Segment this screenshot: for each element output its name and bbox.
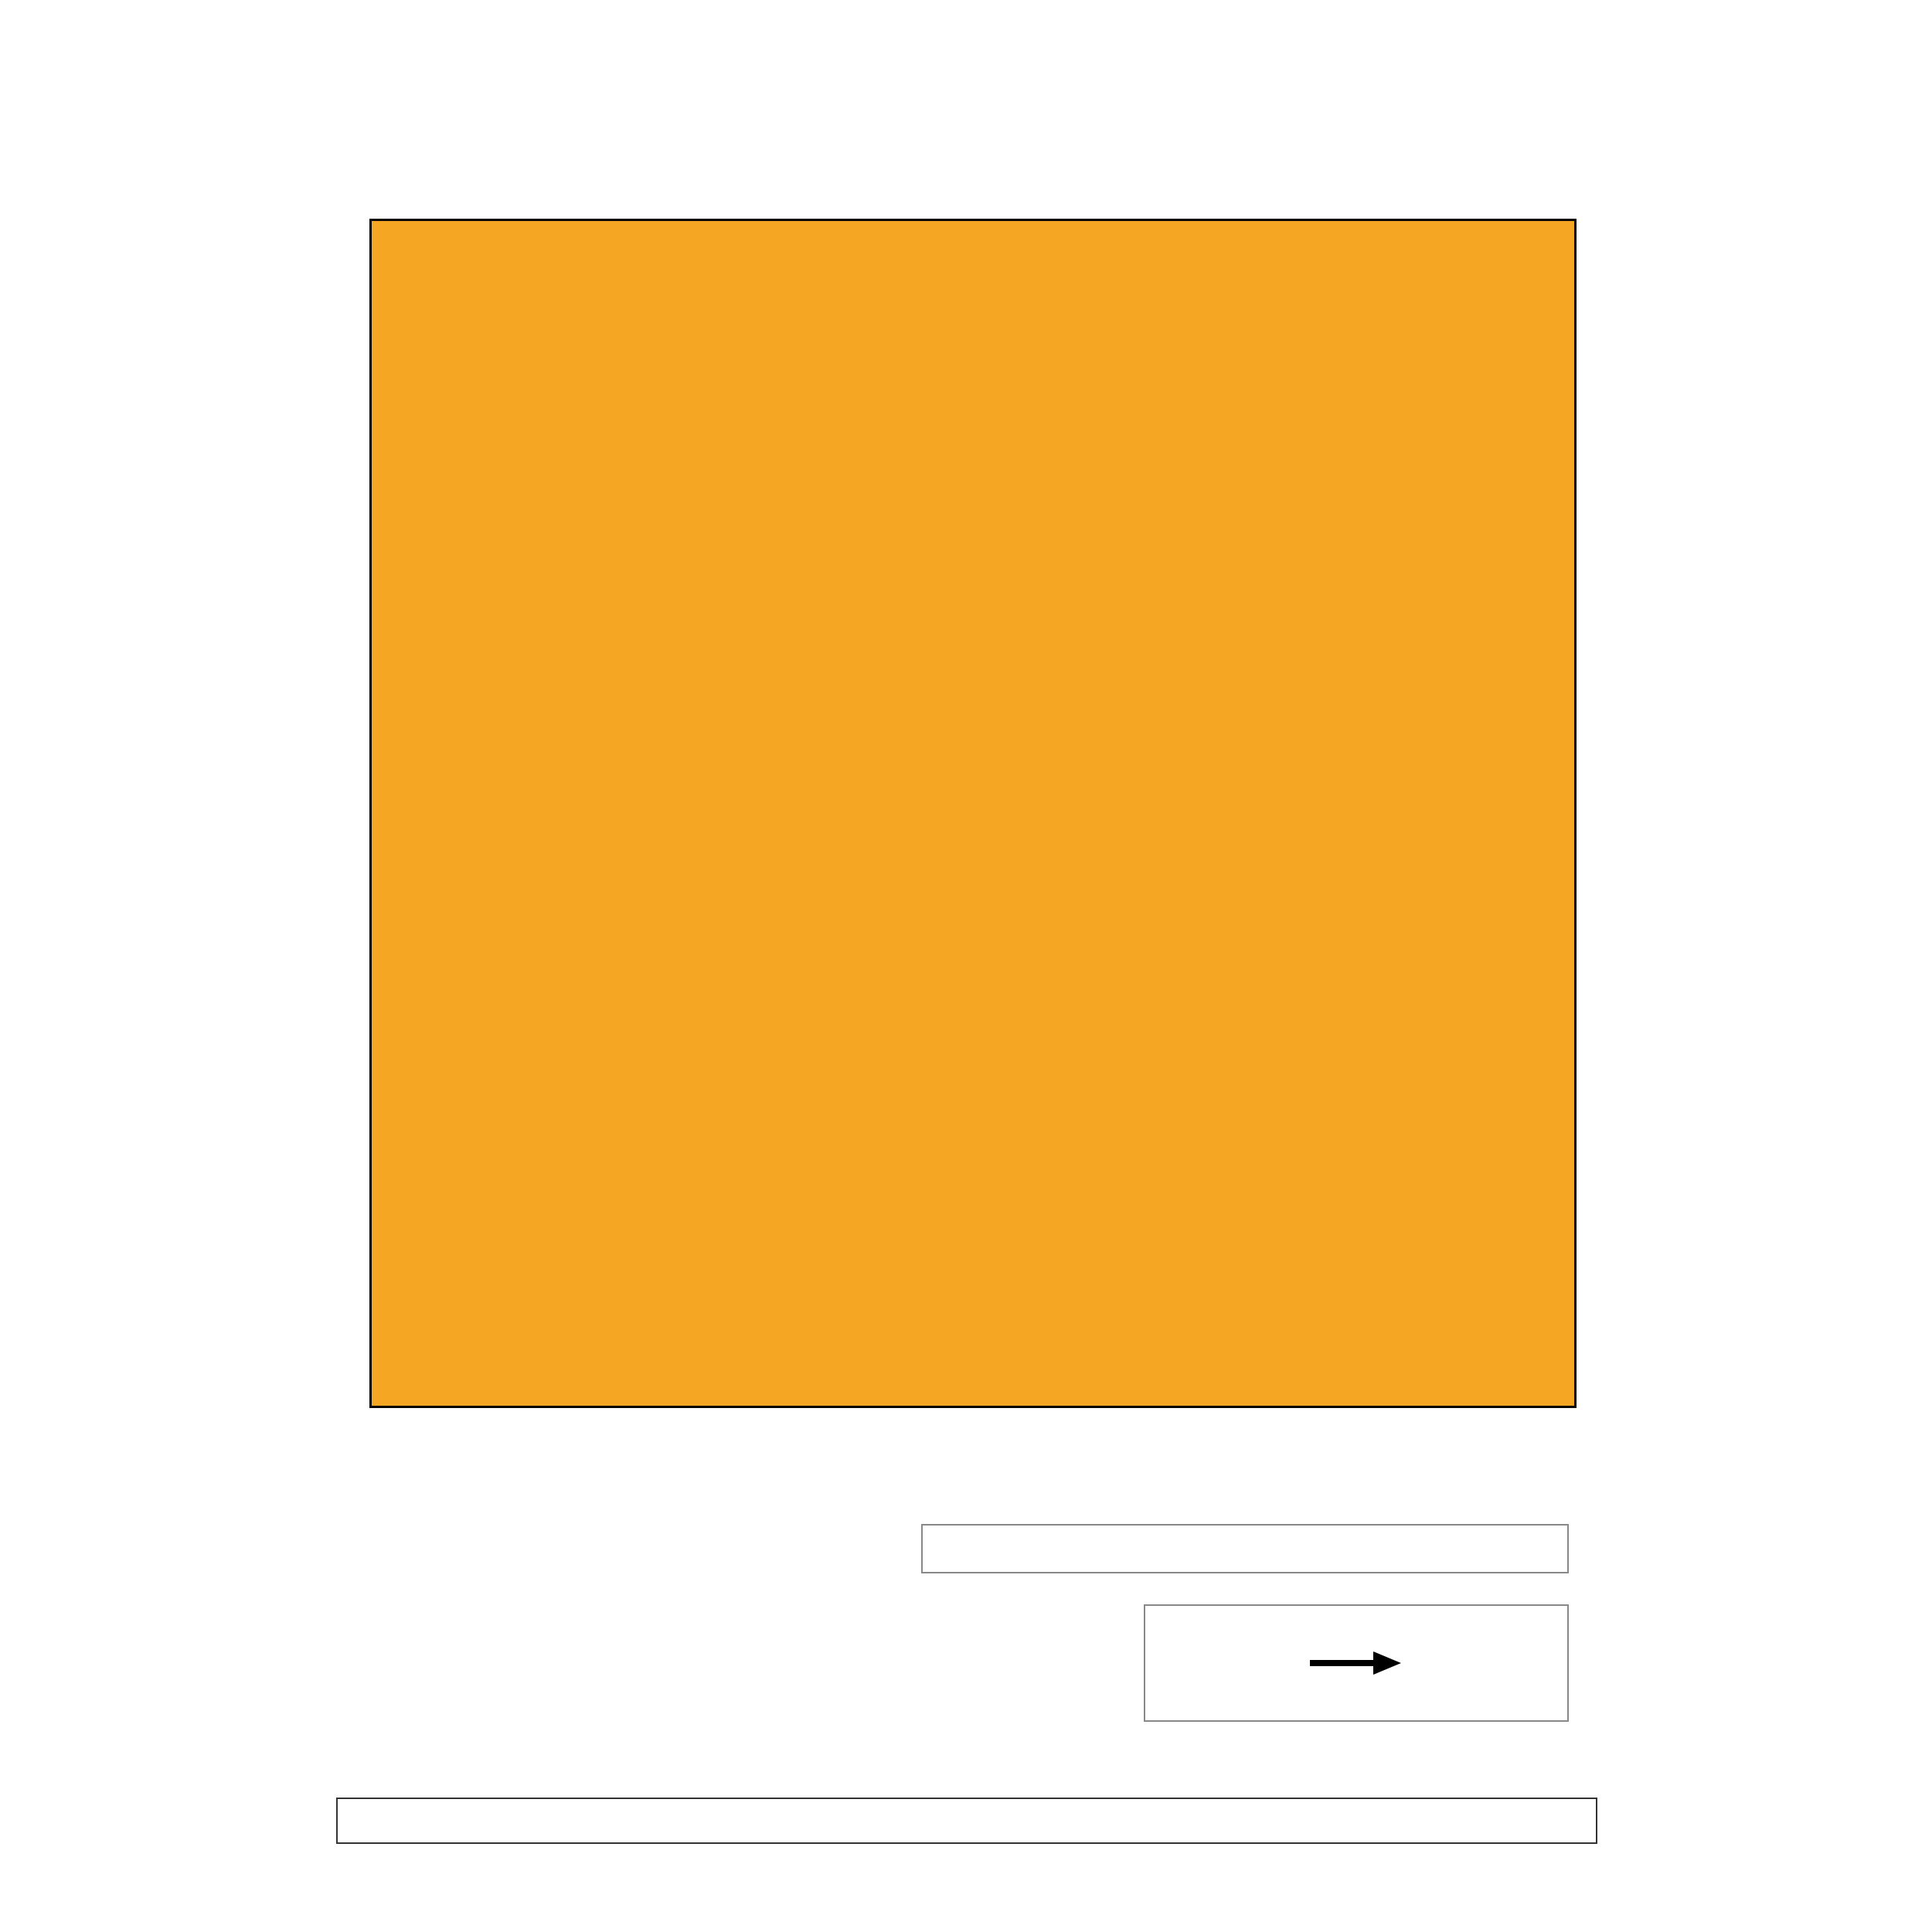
map-plot-area[interactable] [369, 219, 1577, 1408]
wind-speed-label [1145, 1612, 1567, 1645]
colorbar-title [0, 1733, 1932, 1778]
wind-reference-label [1145, 1684, 1567, 1716]
pressure-caption-box [921, 1524, 1569, 1573]
colorbar-tick-labels [336, 1849, 1597, 1903]
temperature-field-canvas [372, 221, 1574, 1406]
wind-arrow-icon [1145, 1645, 1567, 1681]
wind-reference-box [1144, 1604, 1569, 1722]
temperature-colorbar[interactable] [336, 1798, 1597, 1844]
